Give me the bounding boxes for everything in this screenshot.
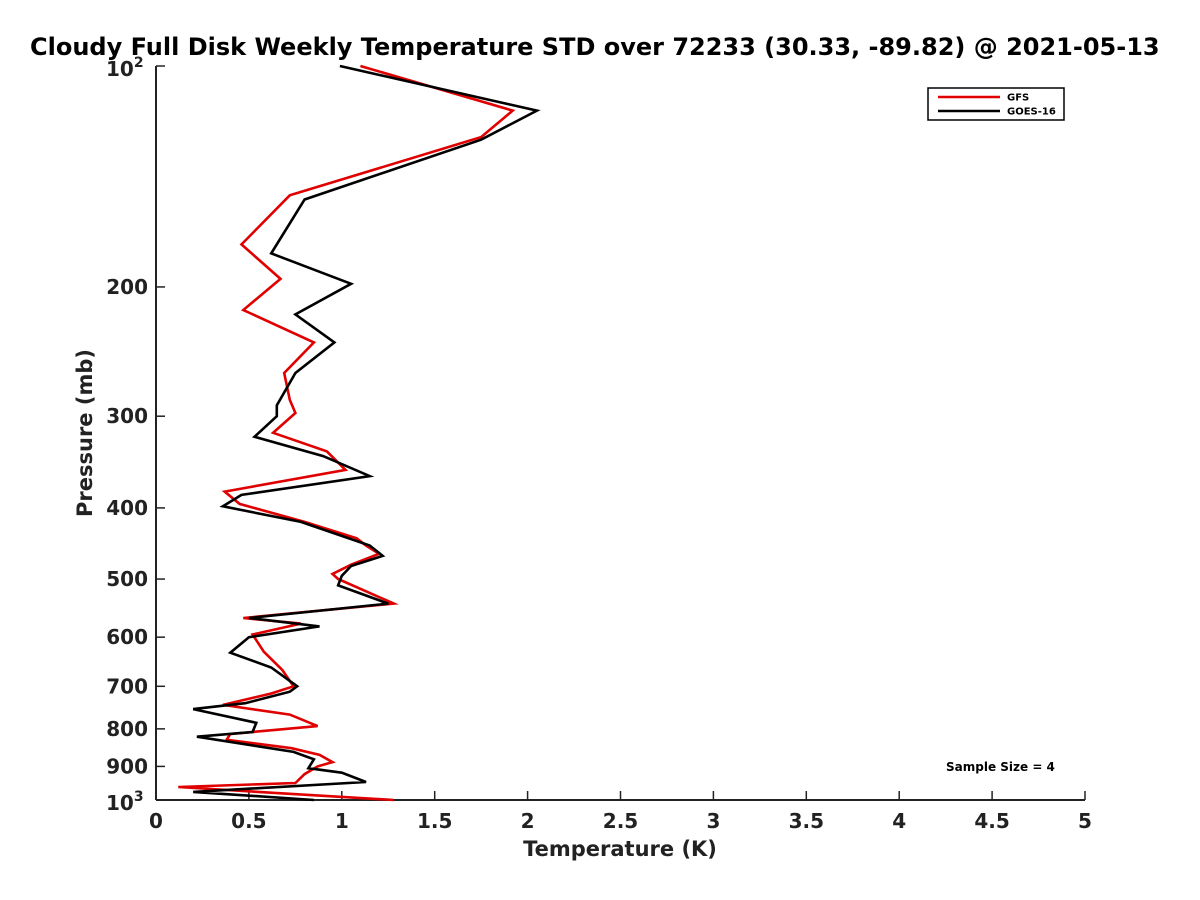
y-axis-label: Pressure (mb) bbox=[73, 349, 97, 517]
y-tick-label: 500 bbox=[106, 567, 148, 591]
y-tick-exponent: 3 bbox=[134, 789, 144, 805]
x-tick-label: 2 bbox=[521, 809, 535, 833]
y-tick-base: 10 bbox=[106, 57, 134, 81]
y-tick-label: 102 bbox=[106, 55, 144, 81]
y-tick-label: 200 bbox=[106, 275, 148, 299]
x-ticks: 0 0.5 1 1.5 2 2.5 3 3.5 4 4.5 5 bbox=[149, 791, 1092, 833]
y-tick-base: 10 bbox=[106, 791, 134, 815]
series-layer bbox=[178, 64, 541, 802]
y-tick-label: 400 bbox=[106, 496, 148, 520]
chart-title: Cloudy Full Disk Weekly Temperature STD … bbox=[30, 33, 1160, 61]
y-tick-label: 300 bbox=[106, 404, 148, 428]
x-tick-label: 3 bbox=[706, 809, 720, 833]
y-tick-label: 900 bbox=[106, 754, 148, 778]
x-tick-label: 5 bbox=[1078, 809, 1092, 833]
legend-label: GOES-16 bbox=[1007, 107, 1056, 118]
legend-box bbox=[927, 87, 1065, 121]
x-tick-label: 2.5 bbox=[603, 809, 638, 833]
x-tick-label: 1.5 bbox=[417, 809, 452, 833]
x-tick-label: 4 bbox=[892, 809, 906, 833]
y-tick-label: 600 bbox=[106, 625, 148, 649]
x-tick-label: 3.5 bbox=[789, 809, 824, 833]
x-tick-label: 0 bbox=[149, 809, 163, 833]
x-axis-label: Temperature (K) bbox=[523, 837, 717, 861]
series-line-goes-16 bbox=[192, 64, 541, 802]
y-tick-label: 103 bbox=[106, 789, 144, 815]
x-tick-label: 4.5 bbox=[974, 809, 1009, 833]
legend: GFS GOES-16 bbox=[927, 87, 1065, 121]
y-tick-label: 800 bbox=[106, 717, 148, 741]
sample-size-annotation: Sample Size = 4 bbox=[946, 760, 1055, 774]
x-tick-label: 0.5 bbox=[231, 809, 266, 833]
x-tick-label: 1 bbox=[335, 809, 349, 833]
y-tick-exponent: 2 bbox=[134, 55, 144, 71]
legend-label: GFS bbox=[1007, 93, 1029, 104]
series-line-gfs bbox=[178, 64, 516, 802]
y-tick-label: 700 bbox=[106, 674, 148, 698]
